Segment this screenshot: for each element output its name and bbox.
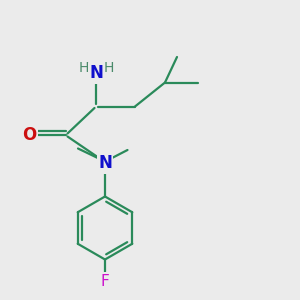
- Text: H: H: [78, 61, 88, 74]
- Text: N: N: [89, 64, 103, 82]
- Text: O: O: [22, 126, 36, 144]
- Text: N: N: [98, 154, 112, 172]
- Text: H: H: [103, 61, 114, 74]
- Text: F: F: [100, 274, 109, 289]
